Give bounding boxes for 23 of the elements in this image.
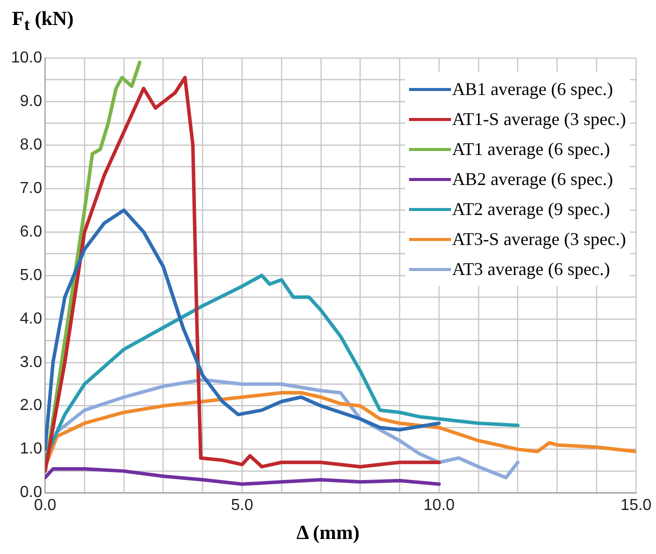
x-tick-label: 0.0 xyxy=(34,496,56,514)
x-axis-title: Δ (mm) xyxy=(295,522,361,545)
legend-label: AT3-S average (3 spec.) xyxy=(452,228,626,250)
legend-label: AB1 average (6 spec.) xyxy=(452,78,613,100)
y-tick-label: 1.0 xyxy=(20,440,42,458)
y-tick-label: 8.0 xyxy=(20,136,42,154)
x-tick-label: 15.0 xyxy=(620,496,652,514)
y-tick-label: 4.0 xyxy=(20,310,42,328)
legend-label: AT1-S average (3 spec.) xyxy=(452,108,626,130)
legend-label: AT2 average (9 spec.) xyxy=(452,198,610,220)
x-tick-label: 10.0 xyxy=(423,496,455,514)
y-tick-label: 6.0 xyxy=(20,223,42,240)
y-tick-label: 9.0 xyxy=(20,92,42,110)
y-tick-label: 5.0 xyxy=(20,266,42,284)
y-tick-label: 7.0 xyxy=(20,180,42,197)
y-axis-title: F$_{t}$ (kN) xyxy=(12,8,74,35)
legend-label: AT3 average (6 spec.) xyxy=(452,258,610,280)
legend-label: AB2 average (6 spec.) xyxy=(452,168,613,190)
y-tick-label: 3.0 xyxy=(20,354,42,371)
x-tick-label: 5.0 xyxy=(230,496,254,514)
legend-label: AT1 average (6 spec.) xyxy=(452,138,610,160)
y-tick-label: 2.0 xyxy=(20,397,42,414)
y-tick-label: 10.0 xyxy=(11,49,42,66)
